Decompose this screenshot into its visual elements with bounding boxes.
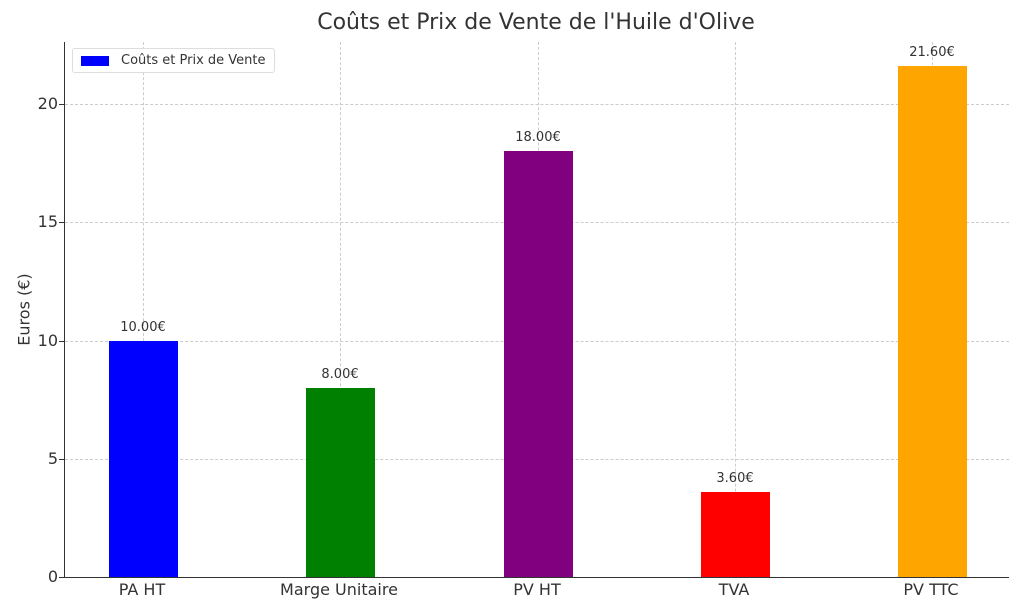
bar-pv-ttc	[897, 66, 967, 577]
y-tick-label: 15	[37, 212, 58, 232]
y-tick-label: 10	[37, 330, 58, 350]
y-tick-mark	[59, 222, 64, 224]
y-tick-label: 20	[37, 94, 58, 113]
bar-value-label: 8.00€	[321, 366, 359, 382]
y-tick-mark	[59, 577, 64, 578]
x-tick-label: PA HT	[118, 580, 166, 599]
bar-marge-unitaire	[305, 387, 375, 577]
y-tick-label: 0	[47, 567, 58, 586]
bar-value-label: 3.60€	[716, 470, 754, 486]
legend-label: Coûts et Prix de Vente	[121, 53, 266, 68]
gridline-h	[65, 104, 1009, 105]
bar-value-label: 21.60€	[909, 45, 955, 61]
bar-value-label: 18.00€	[515, 130, 561, 146]
bar-pa-ht	[108, 340, 178, 577]
bar-tva	[700, 491, 770, 577]
bar-pv-ht	[503, 151, 573, 577]
gridline-v	[340, 42, 341, 577]
chart-title: Coûts et Prix de Vente de l'Huile d'Oliv…	[317, 10, 755, 35]
x-tick-label: Marge Unitaire	[280, 580, 398, 599]
plot-area: 10.00€ 8.00€ 18.00€ 3.60€ 21.60€	[64, 42, 1009, 578]
y-tick-mark	[59, 458, 64, 460]
y-tick-label: 5	[47, 448, 58, 468]
x-tick-label: PV HT	[513, 580, 561, 599]
gridline-v	[735, 42, 736, 577]
y-tick-mark	[59, 104, 64, 105]
x-tick-label: TVA	[718, 580, 750, 599]
gridline-v	[143, 42, 144, 577]
legend-swatch	[81, 55, 109, 66]
x-tick-label: PV TTC	[903, 580, 959, 599]
y-tick-mark	[59, 340, 64, 342]
bar-value-label: 10.00€	[120, 319, 166, 335]
legend: Coûts et Prix de Vente	[72, 48, 275, 73]
